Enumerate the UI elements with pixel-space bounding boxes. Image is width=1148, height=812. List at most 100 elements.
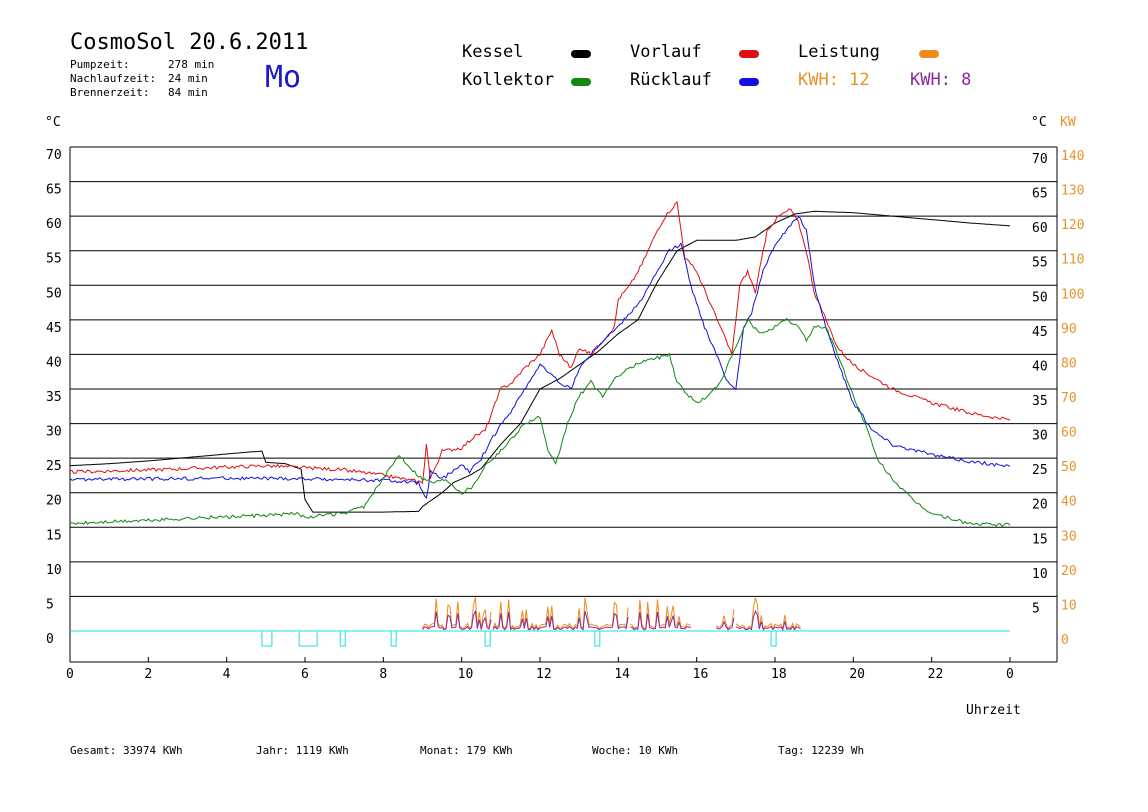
y-tick-label: 40 [46, 355, 62, 370]
x-tick-label: 8 [379, 667, 387, 682]
series-leistung [422, 597, 492, 630]
y-tick-label: 55 [46, 252, 62, 267]
pump-marker [770, 630, 777, 647]
pump-marker [339, 630, 346, 647]
kw-tick-label: 40 [1061, 495, 1077, 510]
x-tick-label: 20 [849, 667, 865, 682]
x-tick-label: 4 [223, 667, 231, 682]
y-tick-label: 10 [46, 563, 62, 578]
y2-tick-label: 5 [1032, 601, 1040, 616]
legend-kollektor: Kollektor [462, 70, 555, 90]
series-ruecklauf [69, 216, 1011, 500]
legend-kessel: Kessel [462, 42, 524, 62]
kw-tick-label: 70 [1061, 391, 1077, 406]
kw-tick-label: 10 [1061, 598, 1077, 613]
y2-tick-label: 50 [1032, 290, 1048, 305]
pump-marker [390, 630, 397, 647]
y-tick-label: 0 [46, 632, 54, 647]
after-run-time: Nachlaufzeit: 24 min [70, 72, 208, 85]
y-axis-unit-left: °C [45, 115, 61, 130]
y-tick-label: 35 [46, 390, 62, 405]
x-tick-label: 10 [458, 667, 474, 682]
kw-tick-label: 120 [1061, 218, 1084, 233]
legend-ruecklauf-swatch [739, 78, 759, 86]
series-vorlauf [69, 200, 1011, 485]
y2-tick-label: 60 [1032, 221, 1048, 236]
y-tick-label: 70 [46, 148, 62, 163]
legend-vorlauf: Vorlauf [630, 42, 702, 62]
legend-leistung-swatch [919, 50, 939, 58]
kw-tick-label: 110 [1061, 253, 1084, 268]
y-axis-unit-kw: KW [1060, 115, 1076, 130]
y-tick-label: 15 [46, 528, 62, 543]
y-tick-label: 5 [46, 597, 54, 612]
y-tick-label: 50 [46, 286, 62, 301]
series-leistung-secondary [422, 610, 492, 631]
series-leistung [715, 609, 735, 630]
legend-leistung: Leistung [798, 42, 880, 62]
series-kollektor [69, 317, 1011, 528]
y-tick-label: 65 [46, 183, 62, 198]
weekday: Mo [265, 60, 302, 95]
y2-tick-label: 10 [1032, 567, 1048, 582]
burner-time: Brennerzeit: 84 min [70, 86, 208, 99]
legend-kessel-swatch [571, 50, 591, 58]
legend-ruecklauf: Rücklauf [630, 70, 712, 90]
y2-tick-label: 45 [1032, 325, 1048, 340]
pump-time: Pumpzeit: 278 min [70, 58, 215, 71]
x-tick-label: 14 [614, 667, 630, 682]
x-tick-label: 16 [693, 667, 709, 682]
series-kessel [69, 210, 1011, 513]
series-leistung-secondary [630, 611, 691, 631]
kw-tick-label: 130 [1061, 184, 1084, 199]
x-tick-label: 2 [144, 667, 152, 682]
y2-tick-label: 25 [1032, 463, 1048, 478]
y-tick-label: 25 [46, 459, 62, 474]
kwh-secondary: KWH: 8 [910, 70, 972, 90]
kw-tick-label: 30 [1061, 529, 1077, 544]
y2-tick-label: 40 [1032, 359, 1048, 374]
y-tick-label: 30 [46, 425, 62, 440]
footer-year: Jahr: 1119 KWh [256, 744, 349, 757]
kw-tick-label: 100 [1061, 287, 1084, 302]
y2-tick-label: 65 [1032, 187, 1048, 202]
kw-tick-label: 90 [1061, 322, 1077, 337]
chart-title: CosmoSol 20.6.2011 [70, 30, 309, 55]
legend-vorlauf-swatch [739, 50, 759, 58]
pump-marker [261, 630, 273, 647]
y-tick-label: 60 [46, 217, 62, 232]
y2-tick-label: 15 [1032, 532, 1048, 547]
footer-total: Gesamt: 33974 KWh [70, 744, 183, 757]
y2-tick-label: 70 [1032, 152, 1048, 167]
legend-kollektor-swatch [571, 78, 591, 86]
series-leistung [492, 597, 629, 631]
kw-tick-label: 0 [1061, 633, 1069, 648]
x-tick-label: 12 [536, 667, 552, 682]
footer-week: Woche: 10 KWh [592, 744, 679, 757]
pump-marker [594, 630, 601, 647]
y2-tick-label: 20 [1032, 498, 1048, 513]
kw-tick-label: 50 [1061, 460, 1077, 475]
pump-marker [298, 630, 318, 647]
kw-tick-label: 20 [1061, 564, 1077, 579]
x-tick-label: 0 [66, 667, 74, 682]
kwh-leistung: KWH: 12 [798, 70, 870, 90]
kw-tick-label: 60 [1061, 426, 1077, 441]
pump-marker [484, 630, 491, 647]
y2-tick-label: 35 [1032, 394, 1048, 409]
y-axis-unit-right: °C [1031, 115, 1047, 130]
x-tick-label: 0 [1006, 667, 1014, 682]
x-tick-label: 22 [928, 667, 944, 682]
kw-tick-label: 80 [1061, 356, 1077, 371]
footer-month: Monat: 179 KWh [420, 744, 513, 757]
series-leistung-secondary [735, 609, 801, 631]
y2-tick-label: 55 [1032, 256, 1048, 271]
series-leistung [735, 597, 801, 631]
x-tick-label: 18 [771, 667, 787, 682]
kw-tick-label: 140 [1061, 149, 1084, 164]
series-leistung-secondary [492, 610, 629, 631]
footer-day: Tag: 12239 Wh [778, 744, 865, 757]
y-tick-label: 45 [46, 321, 62, 336]
x-tick-label: 6 [301, 667, 309, 682]
